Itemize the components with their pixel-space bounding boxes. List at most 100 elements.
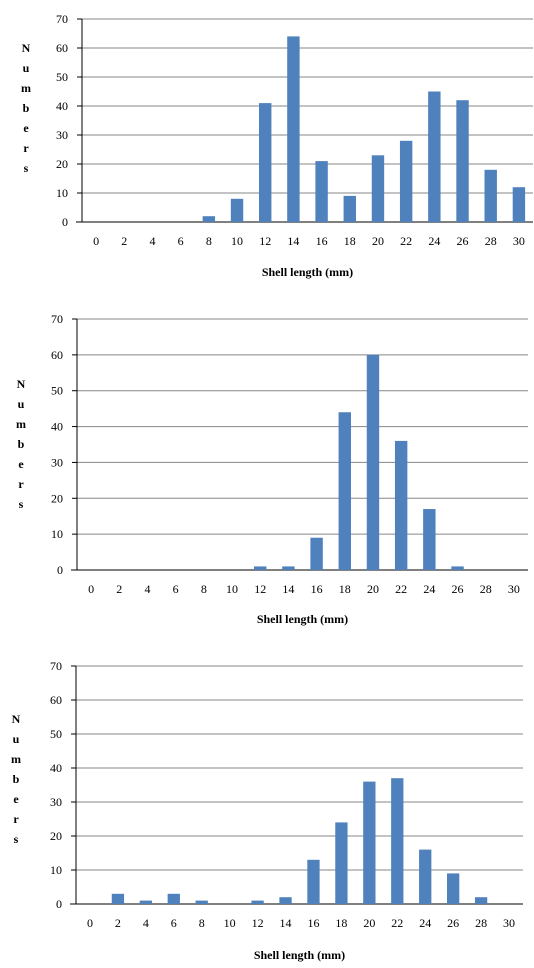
x-tick-label: 10	[224, 916, 236, 930]
x-tick-label: 20	[367, 582, 379, 596]
x-tick-label: 4	[143, 916, 149, 930]
bar-20	[371, 155, 385, 222]
x-tick-label: 28	[485, 234, 497, 248]
y-tick-label: 40	[51, 420, 63, 434]
y-tick-label: 0	[62, 215, 68, 229]
x-tick-label: 26	[452, 582, 464, 596]
bar-28	[484, 169, 497, 222]
bar-18	[343, 195, 356, 222]
bar-10	[230, 198, 244, 222]
x-tick-label: 20	[363, 916, 375, 930]
bar-18	[335, 822, 348, 904]
bar-14	[287, 36, 300, 223]
x-tick-label: 18	[344, 234, 356, 248]
bar-16	[310, 537, 323, 570]
x-tick-label: 10	[226, 582, 238, 596]
x-tick-label: 30	[508, 582, 520, 596]
y-tick-label: 40	[56, 99, 68, 113]
x-tick-label: 28	[475, 916, 487, 930]
y-tick-label: 50	[56, 70, 68, 84]
x-tick-label: 22	[391, 916, 403, 930]
x-tick-label: 18	[335, 916, 347, 930]
x-tick-label: 26	[457, 234, 469, 248]
bar-12	[259, 103, 272, 222]
y-tick-label: 60	[50, 693, 62, 707]
x-tick-label: 4	[149, 234, 155, 248]
bar-4	[139, 900, 152, 904]
bar-26	[447, 873, 460, 904]
bar-12	[251, 900, 264, 904]
bar-20	[366, 354, 380, 570]
x-tick-label: 14	[282, 582, 294, 596]
x-tick-label: 8	[201, 582, 207, 596]
x-tick-label: 24	[419, 916, 431, 930]
x-axis-label: Shell length (mm)	[254, 948, 345, 962]
x-tick-label: 6	[171, 916, 177, 930]
x-tick-label: 22	[395, 582, 407, 596]
y-tick-label: 40	[50, 761, 62, 775]
bar-8	[202, 216, 216, 222]
x-tick-label: 20	[372, 234, 384, 248]
bar-14	[282, 566, 295, 570]
bar-30	[512, 187, 526, 222]
x-tick-label: 10	[231, 234, 243, 248]
x-tick-label: 22	[400, 234, 412, 248]
x-tick-label: 8	[206, 234, 212, 248]
x-tick-label: 4	[144, 582, 150, 596]
y-tick-label: 20	[50, 829, 62, 843]
y-tick-label: 30	[51, 455, 63, 469]
x-tick-label: 24	[423, 582, 435, 596]
x-tick-label: 30	[513, 234, 525, 248]
x-tick-label: 14	[287, 234, 299, 248]
x-tick-label: 28	[480, 582, 492, 596]
y-tick-label: 70	[51, 312, 63, 326]
y-tick-label: 30	[50, 795, 62, 809]
bar-22	[399, 140, 413, 222]
bar-20	[363, 781, 376, 904]
bar-28	[474, 897, 488, 904]
x-axis-label: Shell length (mm)	[262, 265, 353, 279]
x-tick-label: 16	[307, 916, 319, 930]
x-tick-label: 26	[447, 916, 459, 930]
bar-22	[394, 440, 408, 570]
x-tick-label: 0	[87, 916, 93, 930]
x-axis-label: Shell length (mm)	[257, 612, 348, 626]
bar-18	[338, 412, 351, 570]
x-tick-label: 12	[252, 916, 264, 930]
bar-26	[456, 100, 469, 222]
y-tick-label: 60	[56, 41, 68, 55]
bar-24	[423, 509, 436, 570]
x-tick-label: 2	[121, 234, 127, 248]
x-tick-label: 6	[173, 582, 179, 596]
x-tick-label: 16	[311, 582, 323, 596]
y-tick-label: 20	[56, 157, 68, 171]
y-tick-label: 0	[56, 897, 62, 911]
y-tick-label: 70	[56, 12, 68, 26]
x-tick-label: 0	[93, 234, 99, 248]
x-tick-label: 2	[116, 582, 122, 596]
bar-22	[391, 778, 404, 904]
y-tick-label: 0	[57, 563, 63, 577]
bar-24	[428, 91, 441, 222]
y-tick-label: 10	[50, 863, 62, 877]
y-tick-label: 50	[51, 384, 63, 398]
y-tick-label: 50	[50, 727, 62, 741]
y-tick-label: 10	[56, 186, 68, 200]
x-tick-label: 6	[178, 234, 184, 248]
x-tick-label: 12	[259, 234, 271, 248]
y-tick-label: 60	[51, 348, 63, 362]
bar-16	[315, 161, 328, 222]
bar-14	[279, 897, 292, 904]
x-tick-label: 18	[339, 582, 351, 596]
bar-6	[167, 893, 180, 904]
y-tick-label: 10	[51, 527, 63, 541]
bar-8	[195, 900, 208, 904]
x-tick-label: 12	[254, 582, 266, 596]
bar-26	[451, 566, 464, 570]
bar-24	[419, 849, 432, 904]
y-tick-label: 70	[50, 659, 62, 673]
